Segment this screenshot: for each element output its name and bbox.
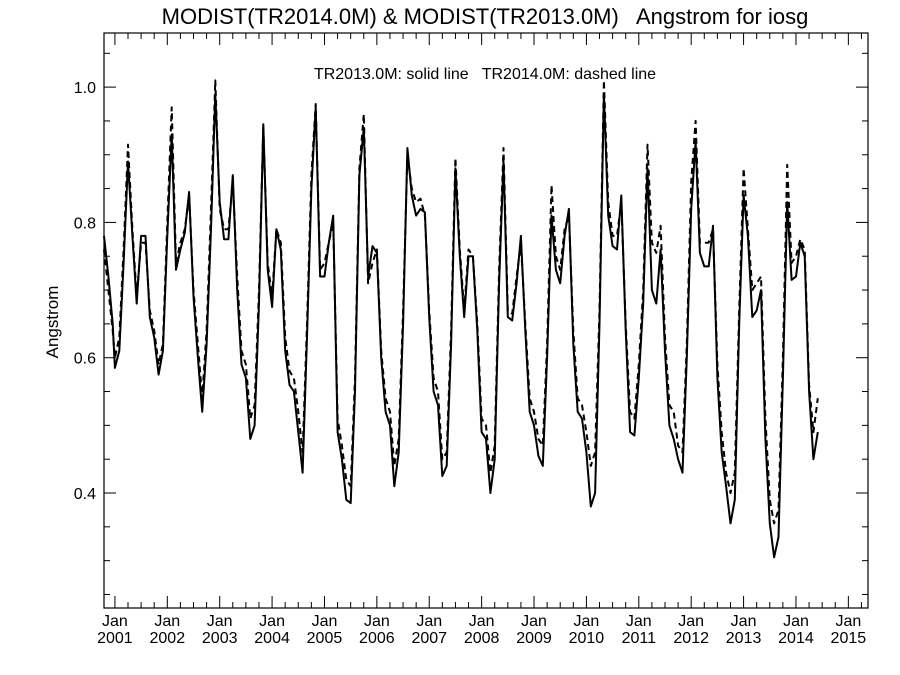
x-tick-label-year: 2014 xyxy=(778,630,814,647)
x-tick-label-month: Jan xyxy=(626,613,652,630)
x-tick-label-month: Jan xyxy=(154,613,180,630)
plot-frame xyxy=(103,32,869,609)
x-tick-label-month: Jan xyxy=(259,613,285,630)
x-tick-label-year: 2015 xyxy=(831,630,867,647)
x-tick-label-month: Jan xyxy=(574,613,600,630)
y-axis-ticks: 0.4 0.6 0.8 1.0 xyxy=(74,52,868,595)
x-tick-label-month: Jan xyxy=(521,613,547,630)
x-tick-label-year: 2011 xyxy=(622,630,657,647)
x-tick-label-year: 2006 xyxy=(359,630,395,647)
x-tick-label-month: Jan xyxy=(416,613,442,630)
x-tick-label-year: 2010 xyxy=(569,630,605,647)
series-style-note: TR2013.0M: solid line TR2014.0M: dashed … xyxy=(314,66,656,83)
y-tick-label: 0.8 xyxy=(74,215,96,232)
x-tick-label-year: 2009 xyxy=(516,630,552,647)
y-tick-label: 1.0 xyxy=(74,80,96,97)
x-tick-label-month: Jan xyxy=(469,613,495,630)
series-line-tr2014-0m xyxy=(103,79,819,525)
x-tick-label-month: Jan xyxy=(364,613,390,630)
x-tick-label-month: Jan xyxy=(678,613,704,630)
x-tick-label-month: Jan xyxy=(783,613,809,630)
y-tick-label: 0.6 xyxy=(74,351,96,368)
x-tick-label-month: Jan xyxy=(102,613,128,630)
x-tick-label-year: 2005 xyxy=(307,630,343,647)
y-axis-label: Angstrom xyxy=(43,286,62,359)
x-tick-label-month: Jan xyxy=(731,613,757,630)
x-tick-label-year: 2003 xyxy=(202,630,238,647)
x-tick-label-year: 2008 xyxy=(464,630,500,647)
plot-area: TR2013.0M: solid line TR2014.0M: dashed … xyxy=(74,32,869,647)
series-layer xyxy=(103,79,819,559)
x-tick-label-year: 2004 xyxy=(254,630,290,647)
x-tick-label-month: Jan xyxy=(835,613,861,630)
series-line-tr2013-0m xyxy=(103,92,819,559)
x-tick-label-year: 2002 xyxy=(150,630,186,647)
x-axis-ticks: Jan2001Jan2002Jan2003Jan2004Jan2005Jan20… xyxy=(97,33,866,647)
x-tick-label-month: Jan xyxy=(207,613,233,630)
x-tick-label-year: 2012 xyxy=(673,630,709,647)
x-tick-label-year: 2013 xyxy=(726,630,762,647)
chart-title: MODIST(TR2014.0M) & MODIST(TR2013.0M) An… xyxy=(162,4,809,29)
x-tick-label-year: 2001 xyxy=(97,630,133,647)
x-tick-label-month: Jan xyxy=(312,613,338,630)
y-tick-label: 0.4 xyxy=(74,486,96,503)
x-tick-label-year: 2007 xyxy=(411,630,447,647)
